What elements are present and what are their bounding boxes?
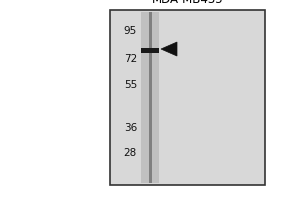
- Text: 72: 72: [124, 54, 137, 64]
- Polygon shape: [161, 42, 177, 56]
- Bar: [141, 48, 159, 53]
- Text: 28: 28: [124, 148, 137, 158]
- Bar: [110, 10, 265, 185]
- Bar: [141, 12, 159, 183]
- Text: 55: 55: [124, 80, 137, 90]
- Bar: [148, 12, 152, 183]
- Text: 95: 95: [124, 26, 137, 36]
- Text: 36: 36: [124, 123, 137, 133]
- Text: MDA-MB435: MDA-MB435: [152, 0, 223, 6]
